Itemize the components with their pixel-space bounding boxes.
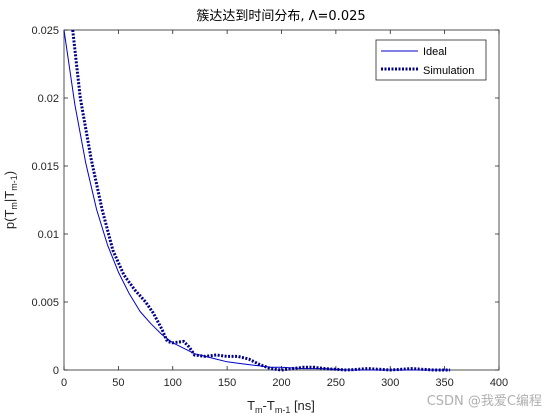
series-layer: [63, 29, 451, 372]
x-label-sub2: m-1: [275, 405, 291, 415]
chart-title: 簇达达到时间分布, Λ=0.025: [196, 9, 365, 24]
x-tick-label: 100: [164, 377, 182, 389]
y-label-close: ): [2, 171, 17, 175]
x-tick-label: 200: [272, 377, 290, 389]
y-tick-label: 0.025: [31, 25, 59, 37]
legend-box: [375, 39, 487, 81]
y-label-sub1: m: [9, 202, 19, 210]
y-tick-label: 0: [53, 365, 59, 377]
x-tick-label: 150: [218, 377, 236, 389]
y-tick-label: 0.01: [38, 229, 59, 241]
x-label-tail: [ns]: [290, 398, 315, 413]
x-label-main: T: [247, 398, 255, 413]
legend: Ideal Simulation: [375, 39, 487, 81]
y-axis-ticks: 0 0.005 0.01 0.015 0.02 0.025: [31, 25, 499, 377]
x-label-mid: -T: [263, 398, 275, 413]
x-tick-label: 50: [112, 377, 124, 389]
y-label-bar: |T: [2, 191, 17, 202]
x-tick-label: 0: [61, 377, 67, 389]
x-tick-label: 250: [327, 377, 345, 389]
x-tick-label: 350: [435, 377, 453, 389]
y-tick-label: 0.005: [31, 297, 59, 309]
y-tick-label: 0.015: [31, 161, 59, 173]
x-axis-label: Tm-Tm-1 [ns]: [247, 398, 315, 415]
x-tick-label: 300: [381, 377, 399, 389]
y-tick-label: 0.02: [38, 93, 59, 105]
series-line-ideal: [63, 29, 451, 371]
x-label-sub1: m: [255, 405, 263, 415]
x-tick-label: 400: [490, 377, 508, 389]
plot-area: [63, 29, 500, 371]
y-label-sub2: m-1: [9, 175, 19, 191]
y-axis-label: p(Tm|Tm-1): [2, 171, 19, 229]
legend-label-simulation: Simulation: [423, 65, 474, 77]
series-line-simulation: [71, 29, 451, 372]
watermark: CSDN @我爱C编程: [427, 394, 542, 409]
x-axis-ticks: 0 50 100 150 200 250 300 350 400: [61, 30, 508, 389]
axes-box: [63, 29, 500, 371]
legend-label-ideal: Ideal: [423, 46, 447, 58]
y-label-open: p(T: [2, 210, 17, 230]
